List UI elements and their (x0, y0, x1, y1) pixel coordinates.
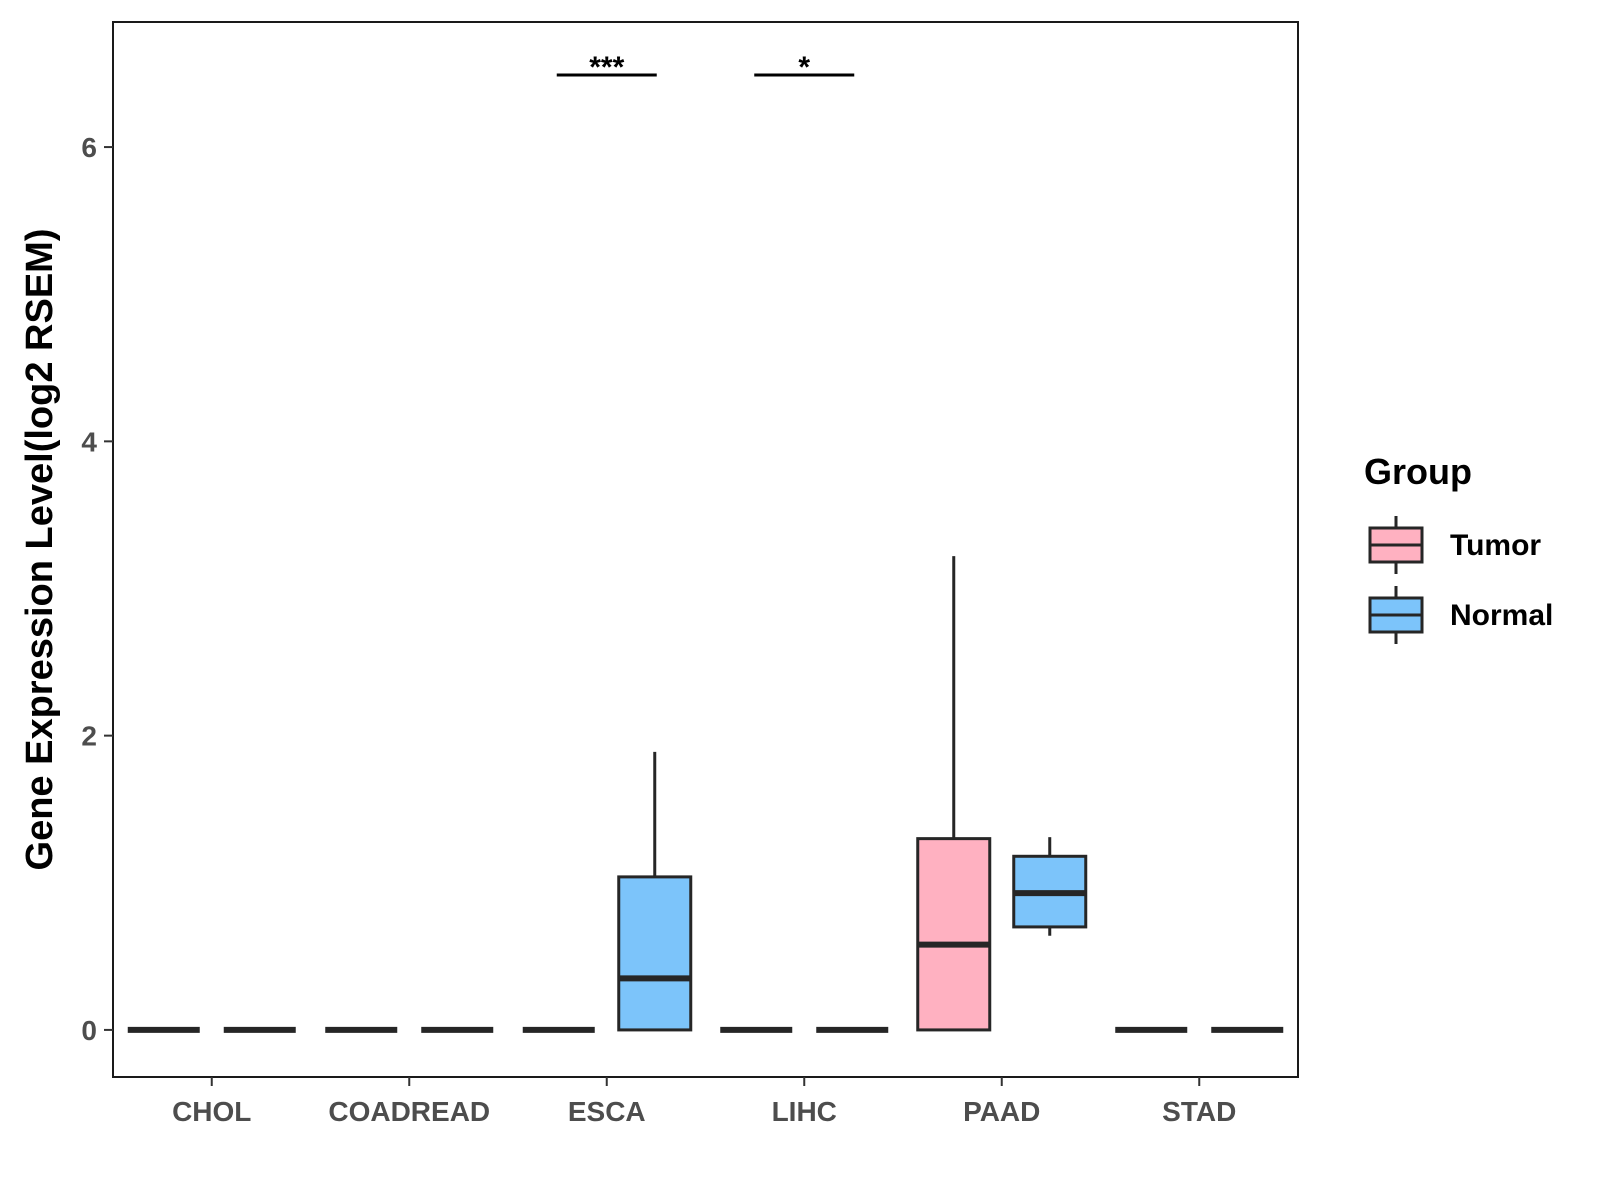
x-tick-label: CHOL (172, 1096, 251, 1127)
significance-esca: *** (556, 51, 657, 84)
box-tumor-paad (916, 556, 992, 1032)
significance-lihc: * (754, 51, 855, 84)
significance-label: *** (589, 51, 624, 84)
panel-border (112, 21, 1299, 1078)
significance-label: * (798, 51, 810, 84)
legend-key-normal: Normal (1368, 586, 1553, 644)
y-axis-title: Gene Expression Level(log2 RSEM) (19, 229, 61, 871)
legend-key-tumor: Tumor (1368, 516, 1541, 574)
y-tick-label: 6 (81, 132, 97, 163)
legend: Group Tumor Normal (1364, 451, 1553, 644)
box-normal-paad (1012, 837, 1088, 936)
x-tick-label: ESCA (568, 1096, 646, 1127)
y-tick-label: 0 (81, 1015, 97, 1046)
box-body (617, 875, 693, 1032)
box-normal-esca (617, 751, 693, 1032)
y-tick-label: 4 (81, 426, 97, 457)
x-tick-label: STAD (1162, 1096, 1236, 1127)
x-tick-label: COADREAD (328, 1096, 490, 1127)
legend-title: Group (1364, 451, 1472, 492)
axes: 0 2 4 6 CHOL COADREAD ESCA LIHC PAAD STAD (81, 21, 1299, 1127)
box-body (916, 837, 992, 1032)
x-tick-label: LIHC (772, 1096, 837, 1127)
legend-label-normal: Normal (1450, 599, 1553, 632)
x-tick-label: PAAD (963, 1096, 1040, 1127)
plot-area: *** * (127, 51, 1284, 1033)
legend-label-tumor: Tumor (1450, 529, 1541, 562)
y-tick-label: 2 (81, 721, 97, 752)
